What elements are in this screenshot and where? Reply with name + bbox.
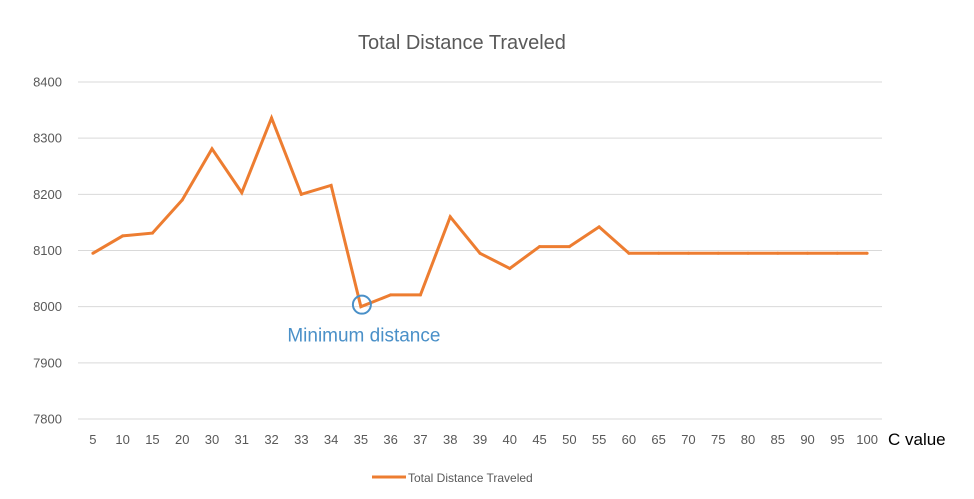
x-tick-label: 55 <box>592 432 606 447</box>
data-point <box>657 251 661 255</box>
y-tick-label: 7900 <box>33 355 62 370</box>
data-point <box>270 116 274 120</box>
data-point <box>597 225 601 229</box>
data-point <box>359 305 363 309</box>
data-point <box>418 293 422 297</box>
data-point <box>121 234 125 238</box>
gridlines <box>78 81 882 420</box>
series-line <box>92 113 868 309</box>
x-tick-label: 37 <box>413 432 427 447</box>
y-tick-label: 8000 <box>33 299 62 314</box>
x-tick-label: 90 <box>800 432 814 447</box>
x-tick-label: 40 <box>503 432 517 447</box>
x-tick-label: 5 <box>89 432 96 447</box>
y-tick-label: 7800 <box>33 412 62 427</box>
x-tick-label: 100 <box>856 432 878 447</box>
x-tick-label: 70 <box>681 432 695 447</box>
x-tick-label: 31 <box>235 432 249 447</box>
annotation-layer: Minimum distance <box>287 294 440 347</box>
x-tick-label: 39 <box>473 432 487 447</box>
x-tick-label: 60 <box>622 432 636 447</box>
x-tick-label: 95 <box>830 432 844 447</box>
x-tick-label: 45 <box>532 432 546 447</box>
data-point <box>835 251 839 255</box>
data-point <box>448 215 452 219</box>
x-tick-label: 35 <box>354 432 368 447</box>
annotation-label: Minimum distance <box>287 326 440 347</box>
data-point <box>210 147 214 151</box>
data-point <box>329 183 333 187</box>
data-point <box>91 251 95 255</box>
x-tick-label: 30 <box>205 432 219 447</box>
x-tick-label: 65 <box>651 432 665 447</box>
data-point <box>746 251 750 255</box>
x-axis-label: C value <box>888 430 946 449</box>
x-tick-label: 36 <box>383 432 397 447</box>
data-point <box>240 191 244 195</box>
legend-label: Total Distance Traveled <box>408 471 533 485</box>
data-point <box>180 198 184 202</box>
data-point <box>776 251 780 255</box>
data-point <box>478 251 482 255</box>
series-layer <box>91 113 869 309</box>
legend: Total Distance Traveled <box>372 471 533 485</box>
x-tick-label: 85 <box>771 432 785 447</box>
x-tick-label: 75 <box>711 432 725 447</box>
x-tick-label: 33 <box>294 432 308 447</box>
x-tick-label: 32 <box>264 432 278 447</box>
y-tick-label: 8200 <box>33 187 62 202</box>
x-tick-label: 50 <box>562 432 576 447</box>
data-point <box>150 231 154 235</box>
chart-title: Total Distance Traveled <box>358 32 566 54</box>
data-point <box>538 245 542 249</box>
x-tick-label: 15 <box>145 432 159 447</box>
data-point <box>389 293 393 297</box>
y-tick-label: 8100 <box>33 243 62 258</box>
data-point <box>627 251 631 255</box>
data-point <box>686 251 690 255</box>
data-point <box>716 251 720 255</box>
y-tick-label: 8300 <box>33 131 62 146</box>
y-tick-label: 8400 <box>33 75 62 90</box>
data-point <box>806 251 810 255</box>
data-point <box>865 251 869 255</box>
x-tick-label: 38 <box>443 432 457 447</box>
x-tick-label: 34 <box>324 432 338 447</box>
x-tick-label: 20 <box>175 432 189 447</box>
y-axis-tick-labels: 7800 7900 8000 8100 8200 8300 8400 <box>33 75 62 427</box>
minimum-marker-circle <box>351 294 372 315</box>
x-tick-label: 80 <box>741 432 755 447</box>
x-tick-label: 10 <box>115 432 129 447</box>
x-axis-tick-labels: 5 10 15 20 30 31 32 33 34 35 36 37 38 39 40 45 50 55 60 65 7… <box>89 432 878 447</box>
data-point <box>567 245 571 249</box>
data-point <box>299 192 303 196</box>
data-point <box>508 266 512 270</box>
